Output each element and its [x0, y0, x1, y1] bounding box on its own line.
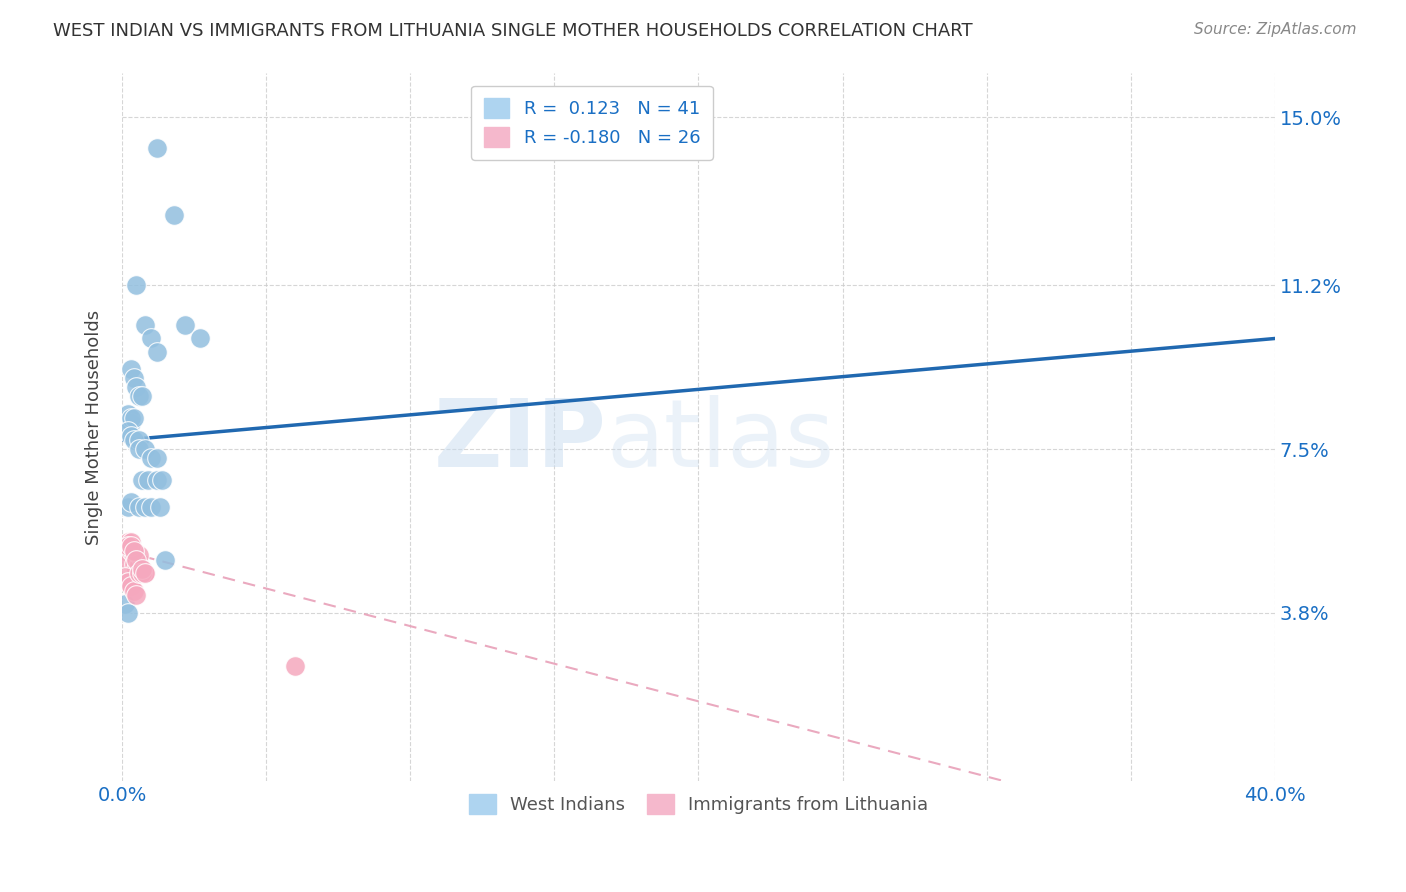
Point [125, 588, 148, 602]
Point [117, 535, 139, 549]
Point [120, 495, 142, 509]
Point [120, 429, 142, 443]
Point [125, 561, 148, 575]
Point [117, 407, 139, 421]
Point [122, 411, 145, 425]
Text: WEST INDIAN VS IMMIGRANTS FROM LITHUANIA SINGLE MOTHER HOUSEHOLDS CORRELATION CH: WEST INDIAN VS IMMIGRANTS FROM LITHUANIA… [53, 22, 973, 40]
Point [122, 583, 145, 598]
Point [131, 561, 153, 575]
Point [114, 597, 136, 611]
Point [131, 561, 153, 575]
Point [134, 566, 156, 580]
Point [145, 344, 167, 359]
Point [163, 208, 186, 222]
Point [131, 566, 153, 580]
Point [139, 500, 162, 514]
Point [134, 566, 156, 580]
Point [139, 331, 162, 345]
Point [134, 500, 156, 514]
Point [145, 473, 167, 487]
Point [125, 278, 148, 293]
Point [120, 544, 142, 558]
Text: Source: ZipAtlas.com: Source: ZipAtlas.com [1194, 22, 1357, 37]
Y-axis label: Single Mother Households: Single Mother Households [86, 310, 103, 544]
Point [114, 570, 136, 584]
Point [134, 318, 156, 333]
Point [128, 434, 150, 448]
Text: atlas: atlas [606, 395, 835, 487]
Point [174, 318, 197, 333]
Point [117, 553, 139, 567]
Point [145, 141, 167, 155]
Point [122, 549, 145, 563]
Point [114, 544, 136, 558]
Point [284, 659, 307, 673]
Point [117, 425, 139, 439]
Point [120, 362, 142, 376]
Point [117, 500, 139, 514]
Point [120, 579, 142, 593]
Point [136, 473, 159, 487]
Point [125, 380, 148, 394]
Point [152, 473, 174, 487]
Point [148, 500, 170, 514]
Point [120, 411, 142, 425]
Point [117, 540, 139, 554]
Point [122, 434, 145, 448]
Point [122, 557, 145, 571]
Point [120, 535, 142, 549]
Point [117, 574, 139, 589]
Point [120, 416, 142, 430]
Point [131, 473, 153, 487]
Point [131, 389, 153, 403]
Point [128, 389, 150, 403]
Point [188, 331, 211, 345]
Point [128, 566, 150, 580]
Point [128, 442, 150, 456]
Point [122, 371, 145, 385]
Point [155, 553, 177, 567]
Point [117, 606, 139, 620]
Point [145, 450, 167, 465]
Text: ZIP: ZIP [433, 395, 606, 487]
Point [128, 557, 150, 571]
Point [139, 450, 162, 465]
Point [134, 442, 156, 456]
Point [128, 549, 150, 563]
Legend: West Indians, Immigrants from Lithuania: West Indians, Immigrants from Lithuania [458, 783, 939, 825]
Point [125, 553, 148, 567]
Point [120, 540, 142, 554]
Point [122, 544, 145, 558]
Point [128, 500, 150, 514]
